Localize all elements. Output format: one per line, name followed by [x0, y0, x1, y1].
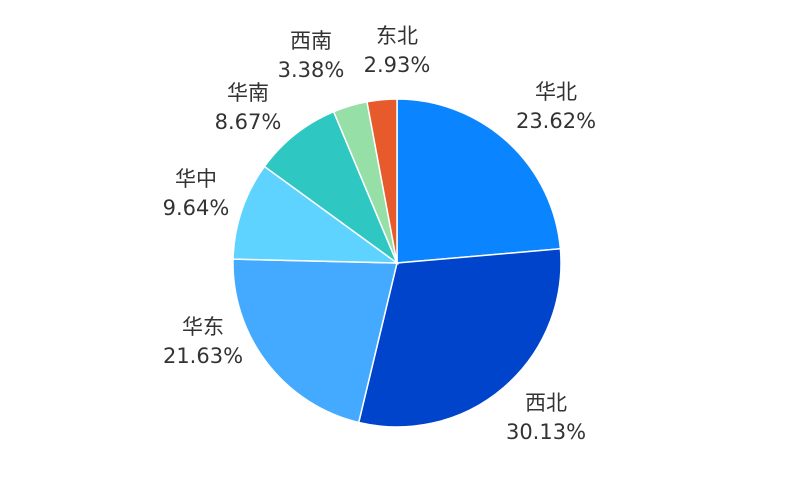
pie-slice-2: [357, 247, 562, 428]
slice-percent-label: 2.93%: [364, 53, 431, 77]
slice-name-label: 西北: [525, 391, 567, 415]
slice-name-label: 华中: [175, 167, 217, 191]
pie-slice-5: [263, 110, 399, 266]
pie-labels: 华北 23.62% 西北 30.13% 华东 21.63% 华中 9.64% 华南 8.67% 西南…: [163, 24, 596, 444]
slice-percent-label: 30.13%: [506, 420, 586, 444]
pie-slice-4: [232, 165, 400, 264]
slice-name-label: 东北: [376, 24, 418, 48]
slice-name-label: 西南: [290, 29, 332, 53]
slice-percent-label: 21.63%: [163, 344, 243, 368]
pie-slice-3: [232, 258, 398, 424]
slice-name-label: 华东: [182, 315, 224, 339]
slice-percent-label: 9.64%: [163, 196, 230, 220]
pie-slices: [232, 98, 562, 428]
pie-slice-1: [396, 98, 562, 264]
slice-percent-label: 8.67%: [215, 110, 282, 134]
pie-slice-7: [366, 98, 398, 264]
slice-name-label: 华南: [227, 81, 269, 105]
slice-percent-label: 23.62%: [516, 109, 596, 133]
slice-percent-label: 3.38%: [278, 58, 345, 82]
slice-name-label: 华北: [535, 80, 577, 104]
